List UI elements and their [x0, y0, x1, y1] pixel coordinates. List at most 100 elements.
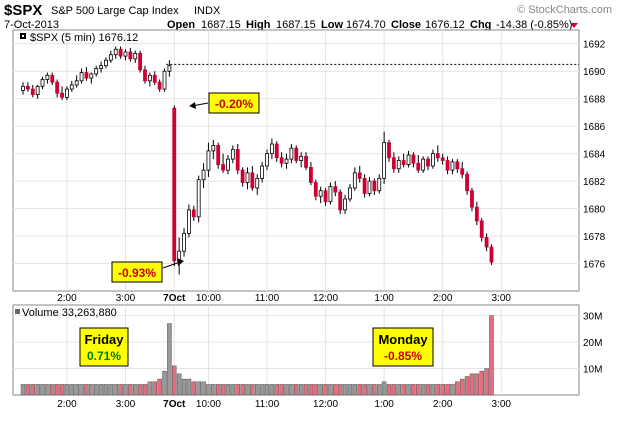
candle — [45, 72, 50, 84]
x-tick-label-top: 2:00 — [57, 293, 77, 304]
x-tick-label-top: 12:00 — [313, 293, 338, 304]
friday-value: 0.71% — [87, 349, 121, 363]
x-tick-label-top: 3:00 — [116, 293, 136, 304]
candle-body-up — [382, 142, 387, 179]
candle-body-up — [89, 73, 94, 79]
volume-bar — [391, 384, 397, 396]
candle-body-down — [84, 72, 89, 79]
volume-bar — [211, 384, 216, 396]
open-drop-text: -0.20% — [215, 97, 253, 111]
candle-body-down — [60, 92, 64, 98]
volume-bar — [264, 384, 270, 396]
candle-body-down — [152, 74, 157, 83]
candle — [484, 233, 489, 252]
candle-body-up — [245, 172, 250, 183]
candle — [299, 152, 304, 168]
volume-bar — [118, 384, 123, 396]
candle-body-up — [147, 74, 152, 82]
volume-bar — [98, 384, 104, 396]
candle — [255, 174, 260, 195]
candle — [89, 72, 94, 84]
volume-bar — [196, 381, 201, 396]
candle — [216, 142, 221, 169]
x-tick-label-bottom: 11:00 — [255, 399, 280, 410]
candle — [450, 159, 455, 175]
chg-label: Chg — [470, 19, 491, 31]
x-axis-labels-bottom: 2:00 3:00 7Oct 10:00 11:00 12:00 1:00 2:00 3:00 — [57, 399, 511, 410]
volume-bar — [469, 373, 475, 396]
candle-body-up — [74, 80, 79, 86]
candle-body-up — [211, 144, 216, 152]
candle — [377, 174, 382, 194]
volume-bar — [411, 384, 416, 396]
candle-body-down — [157, 81, 162, 90]
candle-body-down — [440, 157, 445, 161]
candle — [123, 49, 128, 61]
candle-body-down — [55, 81, 60, 94]
candle — [84, 67, 89, 81]
x-tick-label-top: 2:00 — [433, 293, 453, 304]
candle-body-up — [187, 209, 191, 234]
candle-body-up — [255, 177, 260, 189]
volume-bar — [191, 381, 197, 396]
x-tick-label-bottom: 1:00 — [374, 399, 394, 410]
candle — [157, 79, 162, 92]
candle-body-down — [474, 206, 479, 222]
candle — [55, 79, 60, 98]
candle — [309, 161, 313, 186]
volume-bar — [132, 384, 138, 396]
candle-body-down — [128, 51, 133, 60]
x-tick-label-bottom: 3:00 — [492, 399, 512, 410]
candle — [391, 152, 396, 173]
volume-bar — [406, 384, 411, 396]
candle — [382, 131, 387, 184]
friday-box — [79, 327, 129, 367]
candle-body-down — [250, 172, 255, 189]
volume-bar — [230, 384, 236, 396]
volume-bar — [157, 378, 162, 396]
candle-body-down — [304, 155, 308, 168]
candle-body-up — [108, 54, 113, 61]
volume-bars — [20, 315, 494, 396]
low-drop-arrow-icon — [177, 258, 184, 266]
volume-tick-label: 30M — [583, 312, 602, 323]
volume-bar — [294, 384, 299, 396]
volume-bar — [445, 384, 450, 396]
volume-bar — [215, 384, 221, 396]
volume-y-axis: 10M 20M 30M — [583, 312, 602, 376]
candle — [128, 47, 133, 62]
candle-body-down — [118, 48, 123, 57]
open-drop-box — [208, 92, 260, 114]
candle — [201, 163, 206, 188]
volume-bar — [323, 384, 328, 396]
price-tick-label: 1684 — [583, 150, 606, 161]
candle — [172, 105, 177, 267]
volume-bar — [167, 323, 172, 396]
candle — [182, 227, 186, 257]
candle-body-down — [338, 191, 343, 211]
volume-bar — [420, 384, 426, 396]
candle — [269, 138, 274, 160]
price-tick-label: 1682 — [583, 177, 606, 188]
candle — [240, 167, 245, 187]
candle-body-down — [138, 52, 143, 71]
candle-body-up — [343, 198, 347, 211]
candle-body-down — [401, 160, 406, 166]
volume-bar — [181, 378, 187, 396]
volume-bar — [172, 365, 177, 396]
candle-body-up — [133, 52, 138, 60]
candle-body-down — [216, 144, 221, 166]
price-y-axis: 1676 1678 1680 1682 1684 1686 1688 1690 1692 — [583, 40, 606, 271]
header-symbol: $SPX — [4, 2, 42, 19]
candle-body-up — [348, 187, 352, 200]
candle-body-down — [323, 190, 328, 203]
candle-body-down — [387, 142, 391, 159]
candle — [79, 68, 84, 84]
candle — [30, 84, 35, 98]
candle — [338, 189, 343, 215]
price-tick-label: 1692 — [583, 40, 606, 51]
candle-body-up — [265, 153, 269, 167]
volume-bar — [147, 381, 153, 396]
candle — [265, 149, 269, 171]
